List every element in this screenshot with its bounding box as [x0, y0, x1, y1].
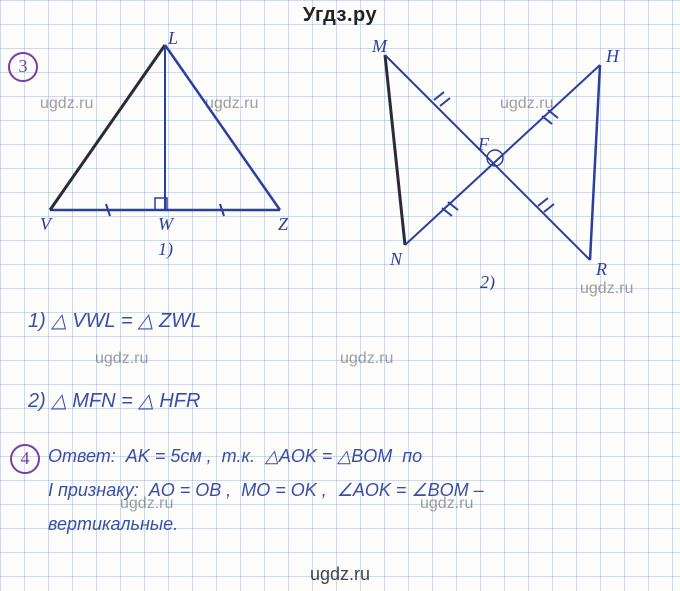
vertex-label-W: W	[158, 214, 175, 234]
answer-3-line1: 1) △ VWL = △ ZWL	[28, 308, 201, 333]
diagram-triangle-1: V W Z L 1)	[30, 30, 300, 260]
vertex-label-H: H	[605, 46, 620, 66]
diagram-cross-2: M N H R F 2)	[330, 30, 650, 290]
answer-3-line2: 2) △ MFN = △ HFR	[28, 388, 200, 413]
vertex-label-F: F	[477, 134, 490, 154]
vertex-label-V: V	[40, 214, 53, 234]
page-footer: ugdz.ru	[0, 564, 680, 585]
answer-4-line3: вертикальные.	[48, 514, 178, 535]
diagram-sub-1: 1)	[158, 239, 173, 260]
page-title: Угдз.ру	[0, 4, 680, 27]
vertex-label-L: L	[167, 30, 178, 48]
diagram-sub-2: 2)	[480, 272, 495, 290]
answer-4-line2: I признаку: AO = OB , MO = OK , ∠AOK = ∠…	[48, 480, 484, 501]
page: Угдз.ру ugdz.ru ugdz.ru ugdz.ru ugdz.ru …	[0, 0, 680, 591]
problem-number-4: 4	[10, 444, 40, 474]
vertex-label-R: R	[595, 259, 607, 279]
answer-4-line1: Ответ: AK = 5см , т.к. △AOK = △BOM по	[48, 446, 422, 467]
vertex-label-M: M	[371, 36, 388, 56]
vertex-label-N: N	[389, 249, 403, 269]
vertex-label-Z: Z	[278, 214, 289, 234]
